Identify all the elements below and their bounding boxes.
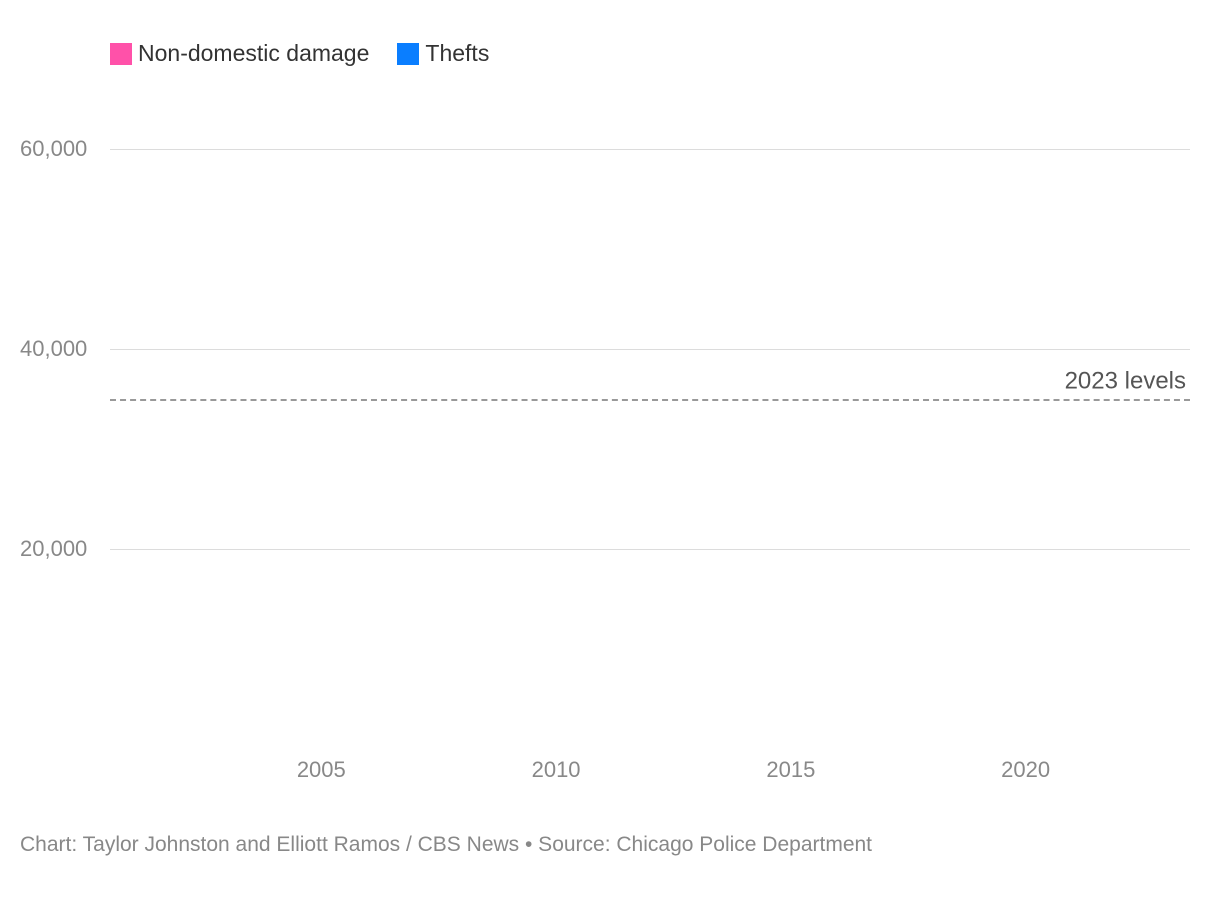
reference-label: 2023 levels	[1061, 367, 1190, 395]
gridline	[110, 149, 1190, 150]
x-axis: 2005 2010 2015 2020	[110, 757, 1190, 797]
plot-area: 20,00040,00060,0002023 levels	[110, 99, 1190, 749]
legend-item: Non-domestic damage	[110, 40, 369, 67]
x-axis-label: 2010	[532, 757, 581, 783]
legend-item: Thefts	[397, 40, 489, 67]
x-axis-label: 2020	[1001, 757, 1050, 783]
attribution: Chart: Taylor Johnston and Elliott Ramos…	[20, 833, 1200, 857]
reference-line: 2023 levels	[110, 399, 1190, 401]
y-axis-label: 40,000	[20, 336, 100, 362]
chart-container: Non-domestic damageThefts 20,00040,00060…	[20, 40, 1200, 857]
y-axis-label: 60,000	[20, 136, 100, 162]
legend-swatch	[110, 43, 132, 65]
bars-wrapper	[110, 99, 1190, 749]
x-axis-label: 2015	[766, 757, 815, 783]
y-axis-label: 20,000	[20, 536, 100, 562]
legend-label: Thefts	[425, 40, 489, 67]
legend-swatch	[397, 43, 419, 65]
legend-label: Non-domestic damage	[138, 40, 369, 67]
gridline	[110, 549, 1190, 550]
x-axis-label: 2005	[297, 757, 346, 783]
gridline	[110, 349, 1190, 350]
legend: Non-domestic damage Thefts	[20, 40, 1200, 67]
